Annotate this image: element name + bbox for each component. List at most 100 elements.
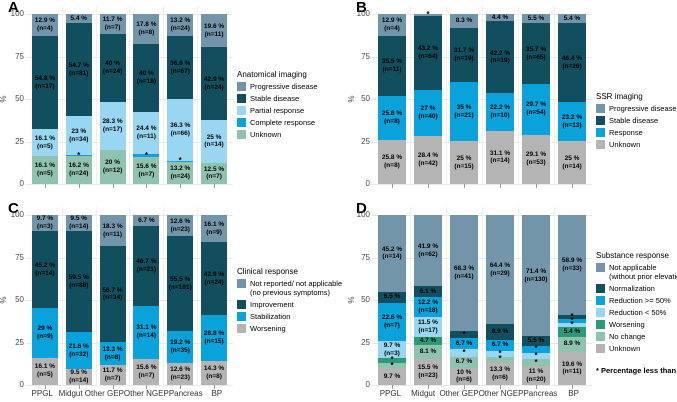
bar-slot-midgut: 41.9 % (n=62) 6.1 % 12.2 % (n=18) 11.5 % (n=17… (410, 207, 446, 389)
segment-n-label: (n=6) (492, 373, 508, 381)
legend-item-label: Complete response (250, 117, 316, 127)
legend-item-reduction_ge_50: Reduction >= 50% (596, 296, 677, 306)
segment-percent-label: 13.2 % (170, 164, 191, 172)
bar-segment-partial_response: 23 % (n=34) (65, 116, 92, 156)
bar-segment-reduction_lt_50: 9.7 % (n=3) (378, 341, 406, 358)
stacked-bar-midgut: 41.9 % (n=62) 6.1 % 12.2 % (n=18) 11.5 % (n=17… (414, 215, 442, 385)
stacked-bar-ppgl: 9.7 % (n=3) 45.2 % (n=14) 29 % (n=9) 16.1 % (n=… (31, 215, 58, 385)
segment-n-label: (n=4) (37, 24, 53, 32)
segment-n-label: (n=54) (526, 109, 546, 117)
stacked-bar-pancreas: 13.2 %(n=24)36.8 %(n=67)36.3 %(n=66)*13.… (167, 14, 194, 184)
bar-segment-stable_disease: 54.7 % (n=81) (65, 23, 92, 117)
bar-segment-partial_response: 25 % (n=14) (201, 120, 228, 163)
legend-item-label: Stable disease (250, 93, 300, 103)
segment-percent-label: 28.4 % (417, 152, 439, 160)
legend-swatch-unknown (596, 139, 605, 149)
bar-segment-normalization: * (450, 330, 478, 338)
segment-percent-label: 18.3 % (102, 222, 123, 230)
segment-n-label: (n=21) (136, 266, 157, 274)
x-tick-label-ppgl: PPGL (31, 389, 53, 398)
y-tick-label: 100 (356, 9, 370, 18)
bar-slot-other-gep: 11.7 % (n=7) 40 % (n=24) 28.3 % (n=17) 20 % (n=… (95, 6, 130, 188)
x-tick-label-other-gep: Other GEP (439, 389, 479, 398)
bar-segment-worsening: 4.7 % (414, 336, 442, 345)
x-tick-label-midgut: Midgut (411, 389, 436, 398)
segment-percent-label: 29.7 % (525, 101, 547, 109)
x-tick-label-other-ngep: Other NGEP (478, 389, 524, 398)
legend-item-label: Unknown (250, 129, 282, 139)
segment-n-label: (n=81) (69, 69, 89, 77)
legend-item-stable_disease: Stable disease (596, 115, 677, 125)
bar-segment-worsening: 11.7 % (n=7) (99, 365, 126, 385)
segment-percent-label: 55.5 % (170, 275, 191, 283)
gridline (372, 385, 592, 386)
legend-item-unknown: Unknown (596, 343, 677, 353)
segment-percent-label: 16.1 % (203, 220, 225, 228)
legend-item-label: Worsening (609, 319, 645, 329)
bar-segment-unknown: 12.5 % (n=7) (201, 162, 228, 184)
bar-segment-not_applicable: 71.4 % (n=130) (522, 215, 550, 337)
bar-segment-reduction_lt_50: * (558, 321, 586, 329)
segment-percent-label: 9.7 % (36, 215, 54, 223)
panel-letter-B: B (356, 0, 367, 16)
legend-swatch-stabilization (237, 312, 246, 322)
gridline (26, 385, 233, 386)
legend-item-stabilization: Stabilization (237, 312, 342, 322)
bar-slot-other-gep: 8.3 % 31.7 % (n=19) 35 % (n=21) 25 % (n=15) (446, 6, 482, 188)
y-tick-label: 25 (361, 337, 370, 347)
bar-slot-ppgl: 12.9 % (n=4) 54.8 % (n=17) 16.1 % (n=5) 16.1 %… (28, 14, 62, 188)
legend-swatch-reduction_ge_50 (596, 296, 605, 306)
legend-title-D: Substance response (596, 251, 669, 260)
bar-segment-unknown: 13.2 % (n=24) (167, 161, 194, 184)
segment-n-label: (n=20) (526, 375, 546, 383)
legend-item-label: Stable disease (609, 115, 659, 125)
legend-item-reduction_lt_50: Reduction < 50% (596, 308, 677, 317)
segment-n-label: (n=19) (490, 57, 510, 65)
segment-percent-label: 36.8 % (170, 59, 191, 67)
segment-n-label: (n=18) (418, 306, 438, 314)
segment-percent-label: 12.5 % (203, 165, 225, 173)
segment-n-label: (n=14) (382, 253, 402, 261)
bar-segment-reduction_ge_50: * (522, 345, 550, 353)
bar-segment-unknown: 16.2 % (n=24) (65, 156, 92, 184)
legend-item-label: Progressive disease (609, 104, 677, 113)
stacked-bar-other-ngep: 4.4 % 42.2 % (n=19) 22.2 % (n=10) 31.1 % (n=14… (486, 14, 514, 184)
bar-segment-not_reported: 9.7 % (n=3) (31, 215, 58, 232)
bar-segment-stable_disease: 35.5 % (n=11) (378, 35, 406, 97)
stacked-bar-midgut: 9.5 % (n=14) 59.5 % (n=88) 21.6 % (n=32) 9.5 %… (65, 215, 92, 386)
bar-segment-no_change: 6.7 % (450, 356, 478, 368)
legend-swatch-progressive_disease (237, 82, 246, 91)
bar-segment-partial_response: 28.3 % (n=17) (99, 101, 126, 150)
stacked-bar-midgut: * 43.2 % (n=64) 27 % (n=40) 28.4 % (n=42) (414, 11, 442, 184)
bar-segment-unknown: 19.6 % (n=11) (558, 351, 586, 385)
bar-slot-bp: 58.9 % (n=33) * * * 5.4 % 8.9 % 19.6 % (n=11) (554, 207, 590, 389)
panel-letter-A: A (8, 0, 19, 16)
bar-segment-progressive_disease: 12.9 % (n=4) (378, 14, 406, 36)
segment-n-label: (n=11) (562, 368, 582, 376)
bar-segment-stable_disease: 43.2 % (n=64) (414, 16, 442, 90)
bar-segment-not_reported: 16.1 % (n=9) (201, 215, 228, 243)
y-tick-label: 0 (19, 380, 24, 389)
x-tick-label-ppgl: PPGL (379, 389, 402, 398)
segment-n-label: (n=9) (206, 228, 222, 236)
segment-percent-label: 25.8 % (381, 110, 403, 118)
legend-swatch-stable_disease (596, 115, 605, 125)
segment-n-label: (n=3) (384, 349, 400, 357)
bar-segment-improvement: 42.9 % (n=24) (201, 242, 228, 316)
segment-n-label: (n=7) (104, 375, 121, 383)
y-axis: % 100 75 50 25 0 (0, 10, 28, 188)
legend-swatch-unknown (596, 343, 605, 353)
segment-percent-label: 9.5 % (70, 215, 88, 223)
segment-percent-label: 28.3 % (102, 118, 123, 126)
legend-item-label-line2: (without prior elevation) (609, 272, 677, 282)
segment-n-label: (n=23) (170, 374, 190, 382)
segment-n-label: (n=7) (138, 371, 155, 379)
legend-title-C: Clinical response (237, 267, 298, 276)
stacked-bar-bp: 19.6 % (n=11) 42.9 % (n=24) 25 % (n=14) 12.5 %… (201, 14, 228, 184)
bar-segment-reduction_lt_50: * (450, 349, 478, 357)
bar-slot-ppgl: 9.7 % (n=3) 45.2 % (n=14) 29 % (n=9) 16.1 % (n=… (28, 215, 62, 389)
segment-n-label: (n=14) (35, 269, 55, 277)
y-tick-label: 100 (10, 9, 24, 18)
segment-n-label: (n=33) (562, 265, 582, 273)
